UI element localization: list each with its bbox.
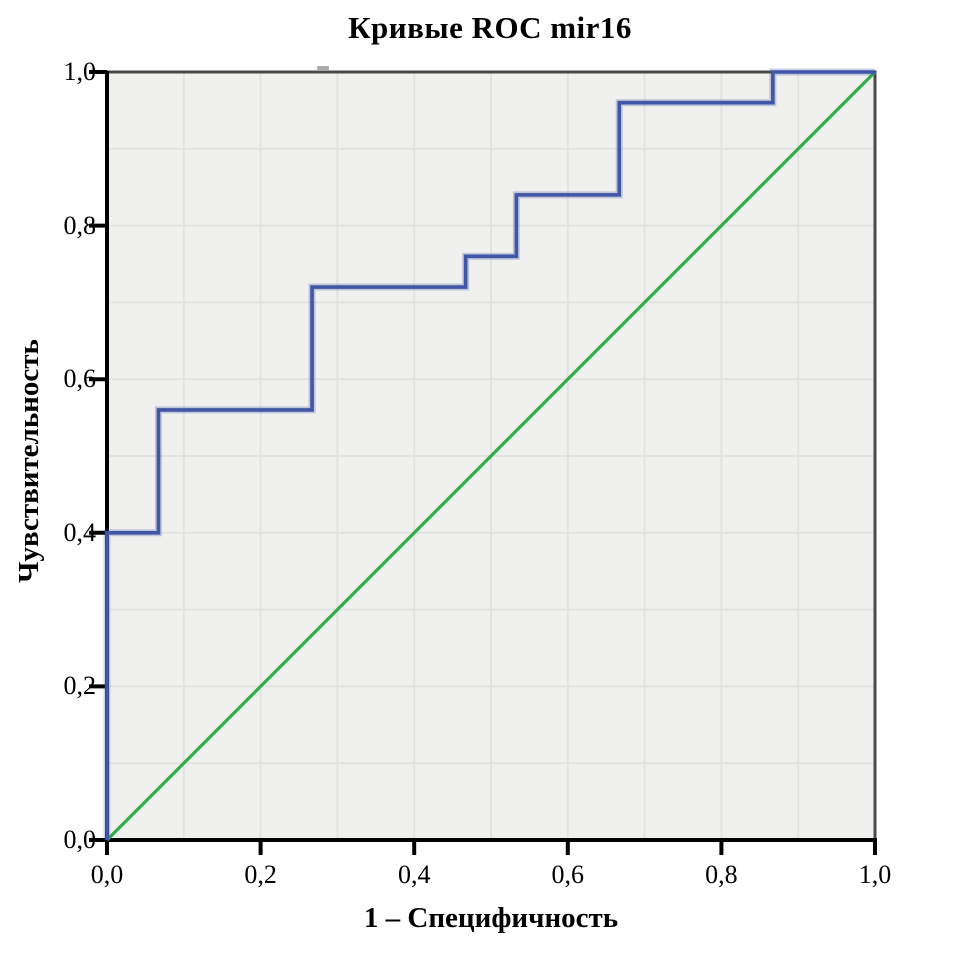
x-tick-label: 0,0 xyxy=(90,860,124,889)
stray-print-artifact xyxy=(317,66,329,70)
x-tick-label: 0,2 xyxy=(244,860,277,889)
y-axis-title: Чувствительность xyxy=(13,339,45,583)
x-tick-label: 0,8 xyxy=(705,860,738,889)
y-tick-label: 0,2 xyxy=(63,671,97,701)
y-tick-label: 1,0 xyxy=(63,57,97,86)
y-tick-label: 0,8 xyxy=(63,210,97,240)
reference-diagonal-line xyxy=(105,70,877,842)
roc-curve-line xyxy=(105,70,875,840)
y-tick-label: 0,6 xyxy=(63,364,97,394)
x-axis-title: 1 – Специфичность xyxy=(363,902,619,934)
chart-title: Кривые ROC mir16 xyxy=(348,10,632,45)
x-tick-label: 0,4 xyxy=(397,860,431,889)
x-tick-label: 0,6 xyxy=(551,860,585,889)
y-tick-label: 0,4 xyxy=(63,517,97,547)
y-tick-label: 0,0 xyxy=(63,825,97,854)
x-tick-label: 1,0 xyxy=(858,860,892,889)
